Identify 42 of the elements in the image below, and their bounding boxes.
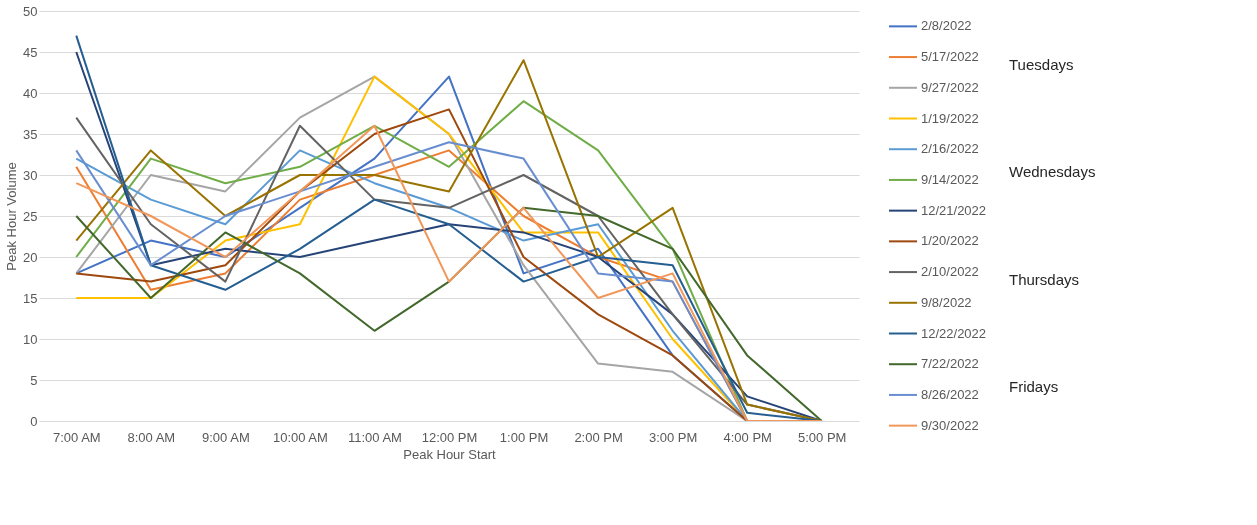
x-tick-label: 8:00 AM bbox=[127, 429, 176, 445]
x-tick-label: 4:00 PM bbox=[723, 429, 772, 445]
y-tick-label: 0 bbox=[30, 413, 38, 429]
legend-label: 2/8/2022 bbox=[921, 18, 972, 34]
x-axis-title: Peak Hour Start bbox=[403, 446, 497, 462]
y-axis-title: Peak Hour Volume bbox=[4, 162, 20, 271]
x-tick-label: 12:00 PM bbox=[421, 429, 478, 445]
legend-label: 5/17/2022 bbox=[921, 49, 979, 65]
legend-label: 1/19/2022 bbox=[921, 110, 979, 126]
y-tick-label: 50 bbox=[23, 3, 38, 19]
x-tick-label: 11:00 AM bbox=[347, 429, 402, 445]
x-tick-label: 3:00 PM bbox=[648, 429, 698, 445]
legend-label: 1/20/2022 bbox=[921, 233, 979, 249]
x-tick-label: 2:00 PM bbox=[574, 429, 623, 445]
y-tick-label: 45 bbox=[23, 44, 38, 60]
legend-label: 9/14/2022 bbox=[921, 171, 979, 187]
legend-label: 7/22/2022 bbox=[921, 356, 979, 372]
text: Fridays bbox=[1009, 378, 1059, 396]
text: Wednesdays bbox=[1009, 163, 1096, 181]
text: Tuesdays bbox=[1009, 55, 1074, 73]
x-tick-label: 1:00 PM bbox=[499, 429, 549, 445]
legend-label: 8/26/2022 bbox=[921, 386, 979, 402]
legend-label: 9/27/2022 bbox=[921, 79, 979, 95]
legend-label: 2/10/2022 bbox=[921, 264, 979, 280]
y-tick-label: 20 bbox=[23, 249, 38, 265]
y-tick-label: 35 bbox=[23, 126, 38, 142]
y-tick-label: 40 bbox=[23, 85, 38, 101]
legend-label: 12/22/2022 bbox=[921, 325, 987, 341]
x-tick-label: 10:00 AM bbox=[272, 429, 328, 445]
legend-label: 9/8/2022 bbox=[921, 294, 972, 310]
y-tick-label: 30 bbox=[23, 167, 38, 183]
x-tick-label: 9:00 AM bbox=[202, 429, 250, 445]
x-tick-label: 7:00 AM bbox=[52, 429, 101, 445]
y-tick-label: 25 bbox=[23, 208, 38, 224]
legend-label: 2/16/2022 bbox=[921, 141, 979, 157]
legend-label: 9/30/2022 bbox=[921, 417, 979, 433]
text: Thursdays bbox=[1009, 270, 1080, 288]
x-tick-label: 5:00 PM bbox=[798, 429, 847, 445]
y-tick-label: 15 bbox=[23, 290, 38, 306]
legend-label: 12/21/2022 bbox=[921, 202, 987, 218]
y-tick-label: 10 bbox=[23, 331, 38, 347]
y-tick-label: 5 bbox=[30, 372, 38, 388]
